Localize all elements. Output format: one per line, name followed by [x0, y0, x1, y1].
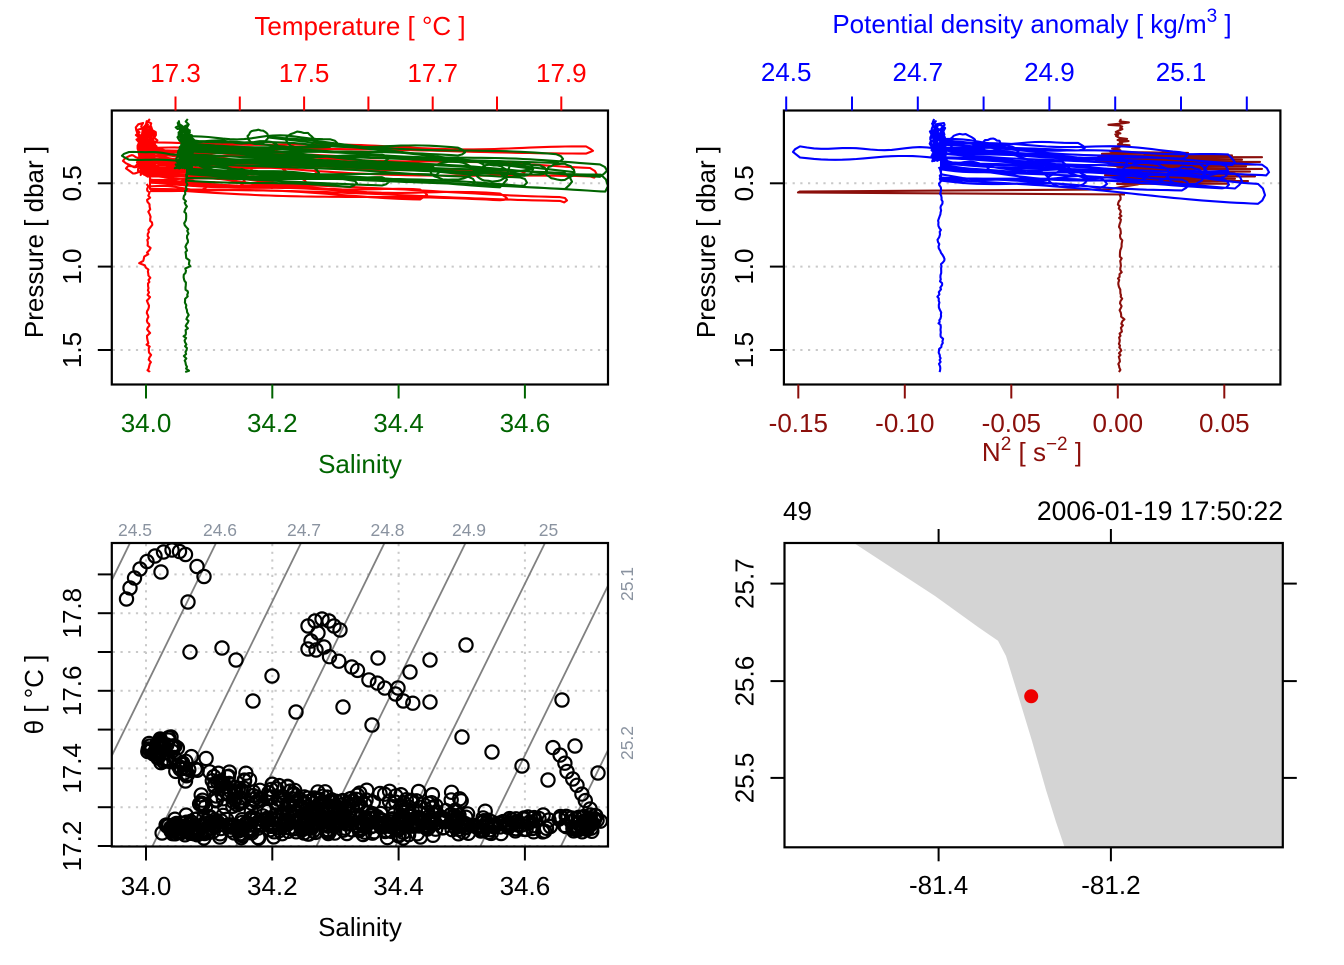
svg-text:1.5: 1.5 [57, 332, 87, 368]
svg-text:24.7: 24.7 [287, 520, 321, 540]
svg-text:34.6: 34.6 [500, 408, 551, 438]
svg-text:17.6: 17.6 [57, 665, 87, 716]
svg-text:0.00: 0.00 [1092, 408, 1143, 438]
svg-text:34.0: 34.0 [121, 871, 172, 901]
svg-text:-0.15: -0.15 [769, 408, 828, 438]
svg-text:2006-01-19 17:50:22: 2006-01-19 17:50:22 [1037, 496, 1283, 526]
svg-text:17.5: 17.5 [279, 58, 330, 88]
svg-text:N2 [ s−2 ]: N2 [ s−2 ] [982, 434, 1082, 467]
svg-text:25.7: 25.7 [730, 558, 760, 609]
svg-text:Salinity: Salinity [318, 912, 402, 942]
svg-text:24.8: 24.8 [370, 520, 404, 540]
svg-text:Pressure [ dbar ]: Pressure [ dbar ] [19, 146, 49, 338]
svg-text:θ [ °C ]: θ [ °C ] [19, 655, 49, 735]
svg-text:34.0: 34.0 [121, 408, 172, 438]
svg-text:17.3: 17.3 [150, 58, 201, 88]
svg-text:1.0: 1.0 [729, 249, 759, 285]
svg-text:Potential density anomaly [ kg: Potential density anomaly [ kg/m3 ] [832, 6, 1231, 39]
svg-text:-0.05: -0.05 [982, 408, 1041, 438]
svg-text:25.1: 25.1 [1156, 57, 1207, 87]
svg-text:24.6: 24.6 [203, 520, 237, 540]
svg-text:24.9: 24.9 [1024, 57, 1075, 87]
svg-text:25.5: 25.5 [730, 753, 760, 804]
svg-text:34.2: 34.2 [247, 408, 298, 438]
svg-text:34.6: 34.6 [500, 871, 551, 901]
svg-text:17.2: 17.2 [57, 821, 87, 872]
svg-text:24.5: 24.5 [118, 520, 152, 540]
svg-text:17.9: 17.9 [536, 58, 587, 88]
svg-text:Temperature [ °C ]: Temperature [ °C ] [254, 11, 465, 41]
svg-text:0.5: 0.5 [57, 165, 87, 201]
svg-text:Pressure [ dbar ]: Pressure [ dbar ] [691, 146, 721, 338]
svg-text:24.9: 24.9 [452, 520, 486, 540]
svg-text:34.2: 34.2 [247, 871, 298, 901]
svg-text:17.4: 17.4 [57, 743, 87, 794]
svg-text:-81.4: -81.4 [909, 870, 968, 900]
svg-text:0.5: 0.5 [729, 165, 759, 201]
svg-text:1.5: 1.5 [729, 332, 759, 368]
svg-text:25.2: 25.2 [617, 726, 637, 760]
svg-text:49: 49 [783, 496, 812, 526]
svg-text:25: 25 [539, 520, 558, 540]
svg-text:34.4: 34.4 [373, 871, 424, 901]
svg-text:0.05: 0.05 [1199, 408, 1250, 438]
svg-text:24.5: 24.5 [761, 57, 812, 87]
svg-text:-0.10: -0.10 [875, 408, 934, 438]
svg-text:34.4: 34.4 [373, 408, 424, 438]
svg-text:17.8: 17.8 [57, 588, 87, 639]
svg-text:25.1: 25.1 [617, 567, 637, 601]
svg-text:-81.2: -81.2 [1081, 870, 1140, 900]
svg-text:17.7: 17.7 [407, 58, 458, 88]
svg-text:Salinity: Salinity [318, 449, 402, 479]
svg-text:1.0: 1.0 [57, 249, 87, 285]
svg-text:25.6: 25.6 [730, 656, 760, 707]
svg-text:24.7: 24.7 [892, 57, 943, 87]
